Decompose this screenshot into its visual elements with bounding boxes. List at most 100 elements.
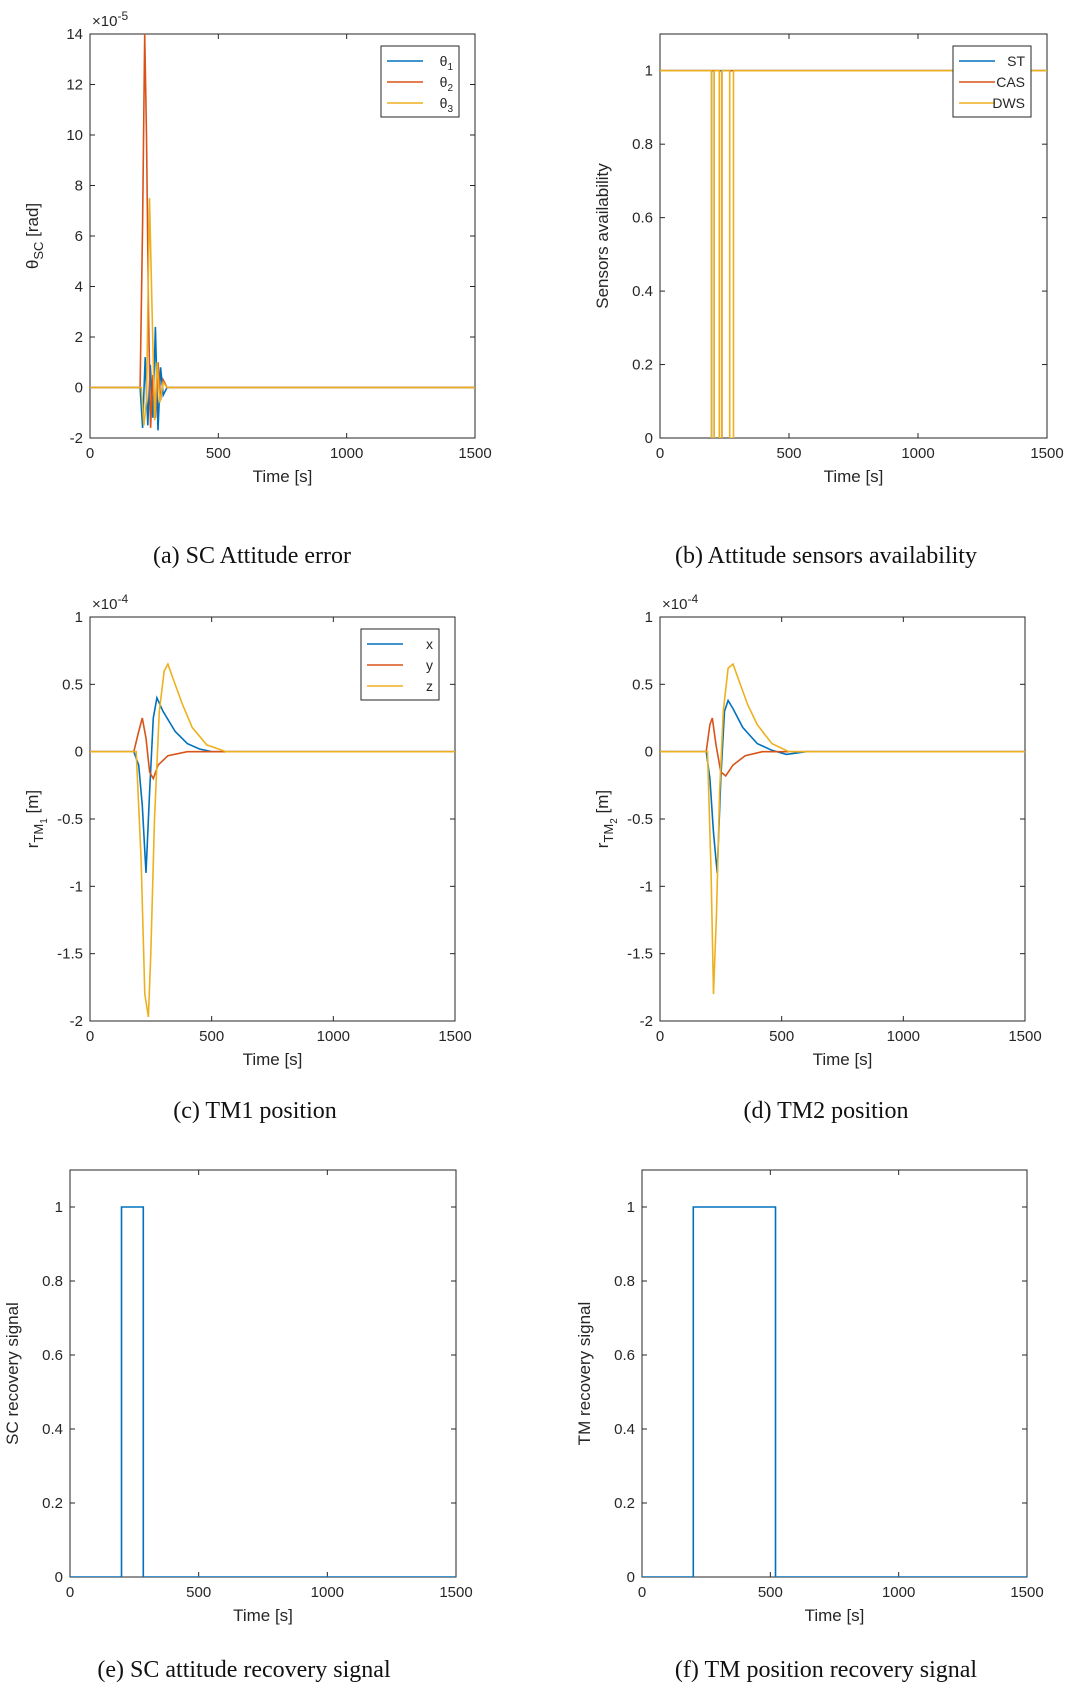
x-tick-label: 1000 — [901, 445, 934, 462]
axis-exponent: ×10-5 — [92, 9, 128, 30]
y-tick-label: -2 — [640, 1013, 653, 1030]
series-line-1 — [642, 1206, 1027, 1577]
x-axis-label: Time [s] — [233, 1606, 293, 1625]
legend-label: z — [426, 678, 433, 694]
y-tick-label: 6 — [75, 228, 83, 245]
y-axis-label-subsub: 1 — [39, 818, 50, 824]
legend-label-main: θ — [440, 53, 448, 69]
y-tick-label: 1 — [627, 1199, 635, 1216]
x-tick-label: 1500 — [438, 1028, 471, 1045]
y-tick-label: 14 — [66, 26, 83, 43]
y-tick-label: -2 — [70, 430, 83, 447]
legend-label-main: x — [426, 636, 433, 652]
y-axis-label: TM recovery signal — [575, 1302, 594, 1446]
legend-label: θ2 — [440, 74, 454, 94]
y-axis-label-unit: [rad] — [23, 203, 42, 242]
x-tick-label: 1500 — [458, 445, 491, 462]
y-tick-label: 2 — [75, 329, 83, 346]
y-axis-label: θSC [rad] — [23, 203, 46, 269]
x-tick-label: 0 — [638, 1584, 646, 1601]
x-tick-label: 500 — [769, 1028, 794, 1045]
x-tick-label: 1500 — [439, 1584, 472, 1601]
legend-label-main: z — [426, 678, 433, 694]
legend-label: θ1 — [440, 53, 454, 73]
x-axis-label: Time [s] — [243, 1050, 303, 1069]
chart-6: 0 0.2 0.4 0.6 0.8 1 0 500 1000 1500 Time [s] TM rec… — [575, 1169, 1044, 1683]
y-tick-label: 0 — [627, 1569, 635, 1586]
axis-exponent: ×10-4 — [92, 592, 128, 613]
y-axis-label-main: Sensors availability — [593, 163, 612, 309]
chart-caption: (a) SC Attitude error — [153, 543, 351, 569]
axis-exponent-base: ×10 — [92, 13, 117, 30]
y-tick-label: 0 — [645, 744, 653, 761]
y-tick-label: 0.8 — [632, 136, 653, 153]
chart-3: -2 -1.5 -1 -0.5 0 0.5 1 0 500 1000 1500 ×10-4 Time [… — [23, 592, 472, 1124]
legend-label-main: y — [426, 657, 433, 673]
axis-exponent-power: -4 — [687, 592, 698, 606]
y-axis-label-main: r — [593, 842, 612, 848]
legend-label-main: ST — [1007, 53, 1025, 69]
y-tick-label: 8 — [75, 178, 83, 195]
x-axis-label: Time [s] — [805, 1606, 865, 1625]
x-axis-label: Time [s] — [813, 1050, 873, 1069]
y-tick-label: 0 — [55, 1569, 63, 1586]
x-tick-label: 1500 — [1008, 1028, 1041, 1045]
y-tick-label: 0.2 — [42, 1495, 63, 1512]
legend-label-sub: 1 — [447, 62, 453, 73]
x-tick-label: 1500 — [1010, 1584, 1043, 1601]
y-axis-label: rTM2 [m] — [593, 790, 620, 848]
legend-label-main: θ — [440, 74, 448, 90]
y-axis-label-main: r — [23, 842, 42, 848]
x-axis-label: Time [s] — [253, 467, 313, 486]
series-line-1 — [70, 1206, 456, 1577]
y-tick-label: -1 — [640, 878, 653, 895]
y-tick-label: -2 — [70, 1013, 83, 1030]
y-tick-label: 4 — [75, 279, 83, 296]
axis-exponent-base: ×10 — [662, 596, 687, 613]
chart-caption: (b) Attitude sensors availability — [675, 543, 977, 569]
y-axis-label-sub: TM — [31, 824, 46, 843]
legend: xyz — [360, 628, 440, 701]
y-tick-label: 0 — [645, 430, 653, 447]
chart-2: 0 0.2 0.4 0.6 0.8 1 0 500 1000 1500 Time [s] Sensor… — [593, 33, 1064, 569]
chart-caption: (d) TM2 position — [744, 1098, 909, 1124]
y-tick-label: 0.2 — [614, 1495, 635, 1512]
y-axis-label: SC recovery signal — [3, 1302, 22, 1445]
plot-area — [641, 1169, 1028, 1578]
legend: ST CAS DWS — [952, 45, 1032, 118]
chart-caption: (f) TM position recovery signal — [675, 1657, 977, 1683]
legend-label: y — [426, 657, 433, 673]
y-axis-label: Sensors availability — [593, 163, 612, 309]
legend-label-main: CAS — [996, 74, 1025, 90]
axis-exponent: ×10-4 — [662, 592, 698, 613]
y-axis-label-main: θ — [23, 260, 42, 269]
legend-label-sub: 3 — [447, 104, 453, 115]
series-line-3 — [660, 662, 1025, 995]
y-tick-label: 0 — [75, 744, 83, 761]
x-tick-label: 1000 — [330, 445, 363, 462]
y-tick-label: 0.4 — [614, 1421, 635, 1438]
y-tick-label: 0.6 — [632, 210, 653, 227]
plot-area — [659, 616, 1026, 1022]
y-axis-label: rTM1 [m] — [23, 790, 50, 848]
y-tick-label: 1 — [55, 1199, 63, 1216]
y-tick-label: 0.4 — [42, 1421, 63, 1438]
y-tick-label: 0.6 — [42, 1347, 63, 1364]
y-tick-label: 12 — [66, 77, 83, 94]
legend-label: DWS — [992, 95, 1025, 111]
chart-4: -2 -1.5 -1 -0.5 0 0.5 1 0 500 1000 1500 ×10-4 Time [… — [593, 592, 1042, 1124]
x-tick-label: 0 — [656, 1028, 664, 1045]
y-axis-label-main: SC recovery signal — [3, 1302, 22, 1445]
plot-area — [69, 1169, 457, 1578]
x-tick-label: 0 — [66, 1584, 74, 1601]
y-tick-label: -1.5 — [57, 946, 83, 963]
axis-exponent-power: -5 — [117, 9, 128, 23]
x-axis-label: Time [s] — [824, 467, 884, 486]
y-tick-label: 0 — [75, 380, 83, 397]
x-tick-label: 500 — [186, 1584, 211, 1601]
series-line-1 — [90, 695, 455, 873]
y-tick-label: 10 — [66, 127, 83, 144]
chart-5: 0 0.2 0.4 0.6 0.8 1 0 500 1000 1500 Time [s] SC rec… — [3, 1169, 473, 1683]
legend-label-main: θ — [440, 95, 448, 111]
